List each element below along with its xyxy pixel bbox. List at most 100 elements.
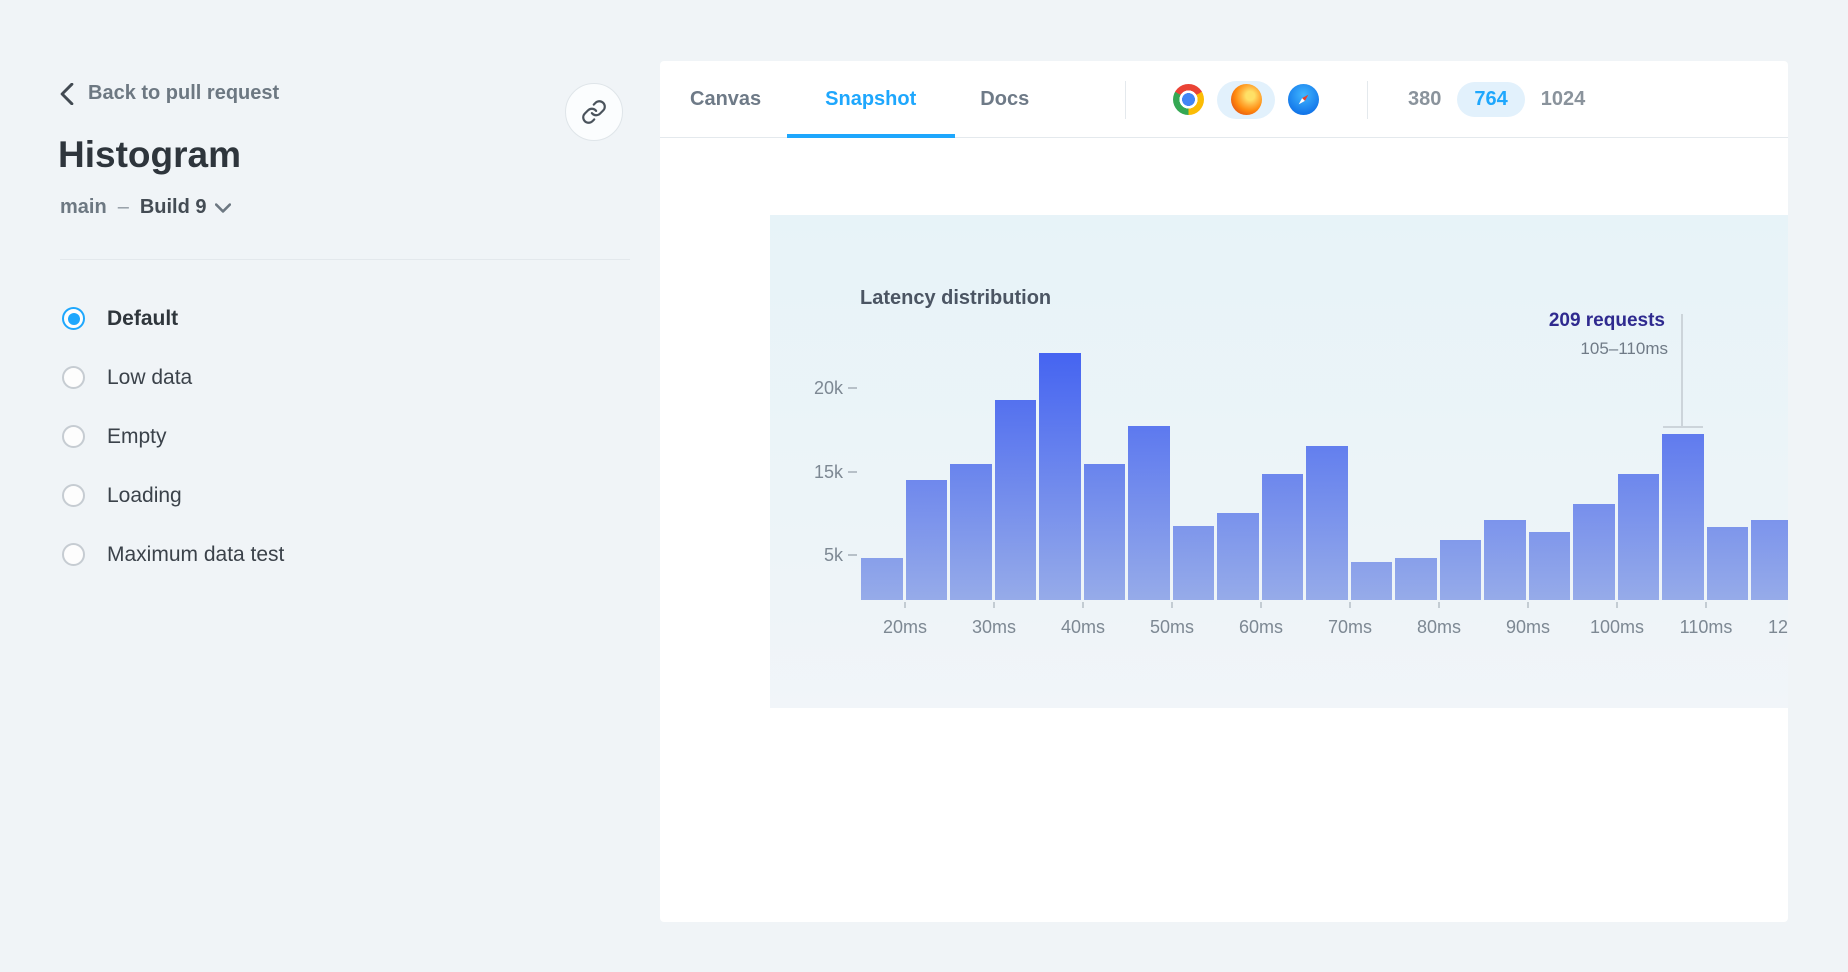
build-label: Build 9 (139, 196, 207, 218)
histogram-bar (1706, 527, 1748, 600)
story-label: Maximum data test (107, 542, 285, 566)
y-axis-tick (848, 471, 857, 473)
histogram-bar (1395, 558, 1437, 600)
snapshot-panel: Canvas Snapshot Docs (660, 61, 1788, 922)
x-axis-label: 110ms (1679, 617, 1733, 637)
x-axis-label: 70ms (1327, 617, 1372, 637)
x-axis-tick (993, 602, 995, 608)
tab-canvas[interactable]: Canvas (690, 87, 762, 110)
chevron-down-icon (215, 202, 232, 213)
x-axis-tick (1705, 602, 1707, 608)
story-label: Loading (107, 483, 182, 507)
toolbar-divider (1367, 81, 1368, 119)
y-axis-label: 15k (813, 462, 843, 482)
viewport-1024-button[interactable]: 1024 (1540, 88, 1586, 110)
story-list: Default Low data Empty Loading Maximum d… (60, 289, 540, 584)
chart-title: Latency distribution (860, 287, 1052, 309)
x-axis-label: 60ms (1238, 617, 1283, 637)
histogram-bar (950, 464, 992, 600)
annotation-range: 105–110ms (1580, 339, 1668, 358)
viewport-switcher: 380 764 1024 (1408, 61, 1585, 138)
radio-icon (62, 366, 85, 389)
story-option-default[interactable]: Default (60, 289, 540, 348)
story-option-maximum-data-test[interactable]: Maximum data test (60, 525, 540, 584)
x-axis-tick (1082, 602, 1084, 608)
tab-bar: Canvas Snapshot Docs (660, 61, 1788, 138)
browser-chrome-button[interactable] (1173, 84, 1204, 115)
tab-docs[interactable]: Docs (980, 87, 1030, 110)
story-label: Low data (107, 365, 193, 389)
x-axis-label: 20ms (882, 617, 927, 637)
story-label: Empty (107, 424, 167, 448)
histogram-bar (861, 558, 903, 600)
histogram-bar (1172, 526, 1214, 600)
histogram-bar (1306, 446, 1348, 600)
y-axis-tick (848, 554, 857, 556)
tab-snapshot[interactable]: Snapshot (787, 61, 956, 138)
story-option-empty[interactable]: Empty (60, 407, 540, 466)
histogram-bar (994, 400, 1036, 600)
x-axis-label: 100ms (1589, 617, 1645, 637)
back-link-label: Back to pull request (88, 82, 280, 104)
viewport-380-button[interactable]: 380 (1408, 88, 1442, 110)
histogram-bar (1573, 504, 1615, 600)
histogram-bar (1751, 520, 1788, 600)
firefox-icon (1230, 84, 1262, 115)
x-axis-tick (1527, 602, 1529, 608)
story-option-low-data[interactable]: Low data (60, 348, 540, 407)
branch-name: main (60, 196, 107, 218)
chevron-left-icon (60, 82, 74, 105)
build-selector[interactable]: Build 9 (140, 196, 232, 219)
story-option-loading[interactable]: Loading (60, 466, 540, 525)
annotation-pointer-cap (1663, 426, 1703, 428)
x-axis-tick (904, 602, 906, 608)
radio-icon (62, 484, 85, 507)
x-axis-label: 120ms (1767, 617, 1788, 637)
x-axis-label: 30ms (971, 617, 1016, 637)
annotation-pointer-line (1681, 314, 1683, 426)
safari-icon (1288, 84, 1319, 115)
radio-icon (62, 425, 85, 448)
story-label: Default (107, 306, 179, 330)
x-axis-tick (1349, 602, 1351, 608)
histogram-bar (1083, 464, 1125, 600)
histogram-bar (1350, 562, 1392, 600)
x-axis-label: 50ms (1149, 617, 1194, 637)
histogram-bar (1217, 513, 1259, 600)
latency-chart: Latency distribution 209 requests 105–11… (770, 215, 1788, 708)
radio-icon (62, 543, 85, 566)
link-icon (582, 100, 606, 124)
x-axis-label: 90ms (1505, 617, 1550, 637)
histogram-bar (1439, 540, 1481, 600)
page-title: Histogram (58, 134, 241, 175)
x-axis-tick (1260, 602, 1262, 608)
x-axis-label: 80ms (1416, 617, 1461, 637)
histogram-bar (1261, 474, 1303, 600)
histogram-bar (1617, 474, 1659, 600)
histogram-bar (1039, 353, 1081, 600)
x-axis-tick (1171, 602, 1173, 608)
toolbar-divider (1125, 81, 1126, 119)
radio-selected-icon (62, 307, 85, 330)
y-axis-tick (848, 387, 857, 389)
sidebar-divider (60, 259, 630, 260)
viewport-764-button[interactable]: 764 (1457, 82, 1525, 117)
back-to-pull-request-link[interactable]: Back to pull request (60, 82, 279, 105)
annotation-value: 209 requests (1548, 310, 1665, 331)
browser-safari-button[interactable] (1288, 84, 1319, 115)
browser-switcher (1173, 61, 1319, 138)
y-axis-label: 20k (813, 378, 843, 398)
chrome-icon (1173, 84, 1204, 115)
histogram-bar (1528, 532, 1570, 600)
x-axis-tick (1616, 602, 1618, 608)
x-axis-tick (1438, 602, 1440, 608)
histogram-bar (1662, 434, 1704, 600)
browser-firefox-button-selected[interactable] (1217, 80, 1275, 119)
branch-build-separator: – (117, 196, 129, 218)
y-axis-label: 5k (823, 545, 843, 565)
copy-link-button[interactable] (565, 83, 623, 141)
build-selector-row: main – Build 9 (60, 196, 232, 219)
histogram-bar (1128, 426, 1170, 600)
histogram-bar (905, 480, 947, 600)
